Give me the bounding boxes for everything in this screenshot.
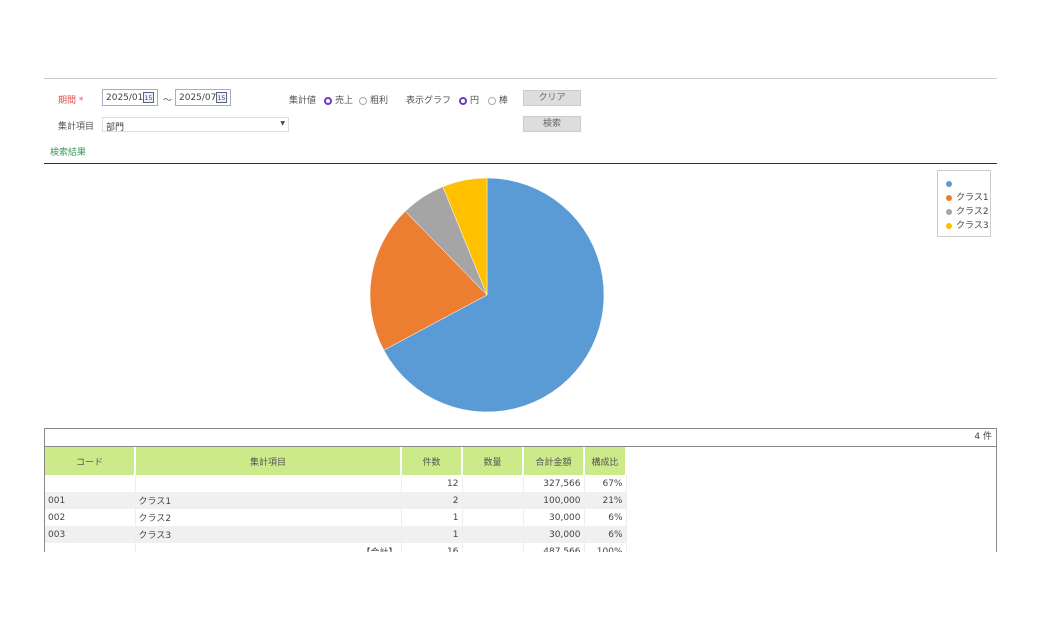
radio-label: 円 [470,96,480,106]
table-cell: 487,566 [523,543,585,552]
agg-value-label: 集計値 [289,96,317,106]
top-divider [44,78,997,79]
pie-slice[interactable] [442,177,488,296]
table-row[interactable]: 003 クラス3 1 30,000 6% [45,526,627,543]
legend-swatch [946,222,952,229]
period-label: 期間 * [58,93,83,106]
table-cell [462,509,524,526]
table-cell: 30,000 [523,526,585,543]
table-cell: 327,566 [523,475,585,492]
table-cell [45,475,136,492]
date-to-input[interactable]: 2025/07 15 [175,89,231,106]
table-cell: 6% [584,526,627,543]
table-cell: 001 [45,492,136,509]
radio-label: 売上 [335,96,354,106]
legend-label: クラス2 [956,207,989,217]
radio-bar[interactable]: 棒 [488,93,508,106]
radio-sales[interactable]: 売上 [324,93,353,106]
radio-icon[interactable] [488,96,496,105]
table-cell [462,492,524,509]
agg-item-select[interactable]: 部門 ▼ [102,117,289,133]
date-from-input[interactable]: 2025/01 15 [102,89,158,106]
pie-slice[interactable] [383,177,605,413]
header-item[interactable]: 集計項目 [135,447,402,475]
date-to-value: 2025/07 [179,93,217,103]
pie-slice[interactable] [369,210,488,351]
header-count[interactable]: 件数 [401,447,463,475]
legend-swatch [946,208,952,215]
header-quantity[interactable]: 数量 [462,447,524,475]
table-row[interactable]: 001 クラス1 2 100,000 21% [45,492,627,509]
table-cell: 12 [401,475,463,492]
table-cell: 30,000 [523,509,585,526]
table-cell: 003 [45,526,136,543]
legend-swatch [946,180,952,187]
table-cell [45,543,136,552]
table-cell: 1 [401,509,463,526]
table-cell: 2 [401,492,463,509]
legend-swatch [946,194,952,201]
record-count: 4 件 [45,429,996,447]
header-code[interactable]: コード [45,447,136,475]
radio-label: 棒 [499,96,509,106]
table-row[interactable]: 002 クラス2 1 30,000 6% [45,509,627,526]
table-cell [135,475,402,492]
table-cell: クラス3 [135,526,402,543]
legend-item: クラス3 [946,219,990,233]
legend-label: クラス3 [956,221,989,231]
results-divider [44,163,997,164]
radio-pie[interactable]: 円 [459,93,479,106]
tilde: ～ [163,96,173,106]
header-amount[interactable]: 合計金額 [523,447,585,475]
select-value: 部門 [106,123,125,133]
radio-icon[interactable] [359,96,367,105]
radio-gross-profit[interactable]: 粗利 [359,93,388,106]
results-table: 4 件 コード 集計項目 件数 数量 合計金額 構成比 12 327,566 67%… [44,428,997,552]
legend-item [946,177,990,191]
search-button[interactable]: 検索 [523,116,581,132]
radio-label: 粗利 [370,96,389,106]
table-cell: 100% [584,543,627,552]
agg-item-label: 集計項目 [58,122,95,132]
table-row[interactable]: 12 327,566 67% [45,475,627,492]
dropdown-arrow-icon: ▼ [280,120,285,127]
table-cell: 21% [584,492,627,509]
results-label: 検索結果 [50,148,87,158]
legend-label: クラス1 [956,193,989,203]
clear-button[interactable]: クリア [523,90,581,106]
header-ratio[interactable]: 構成比 [584,447,627,475]
table-cell: 16 [401,543,463,552]
table-cell [462,526,524,543]
table-cell [462,543,524,552]
calendar-icon[interactable]: 15 [216,92,227,103]
pie-chart [369,177,605,413]
table-cell: 100,000 [523,492,585,509]
legend-item: クラス2 [946,205,990,219]
graph-label: 表示グラフ [406,96,452,106]
results-grid: コード 集計項目 件数 数量 合計金額 構成比 12 327,566 67% 001 ク… [45,447,627,552]
table-cell: 1 [401,526,463,543]
required-mark: * [78,96,84,106]
table-cell: 67% [584,475,627,492]
calendar-icon[interactable]: 15 [143,92,154,103]
table-cell: 6% [584,509,627,526]
chart-legend: クラス1 クラス2 クラス3 [937,170,991,237]
table-cell: 【合計】 [135,543,402,552]
table-cell: クラス1 [135,492,402,509]
table-cell: 002 [45,509,136,526]
period-label-text: 期間 [58,96,77,106]
legend-item: クラス1 [946,191,990,205]
date-from-value: 2025/01 [106,93,144,103]
table-cell: クラス2 [135,509,402,526]
radio-icon[interactable] [324,96,332,105]
radio-icon[interactable] [459,96,467,105]
table-cell [462,475,524,492]
